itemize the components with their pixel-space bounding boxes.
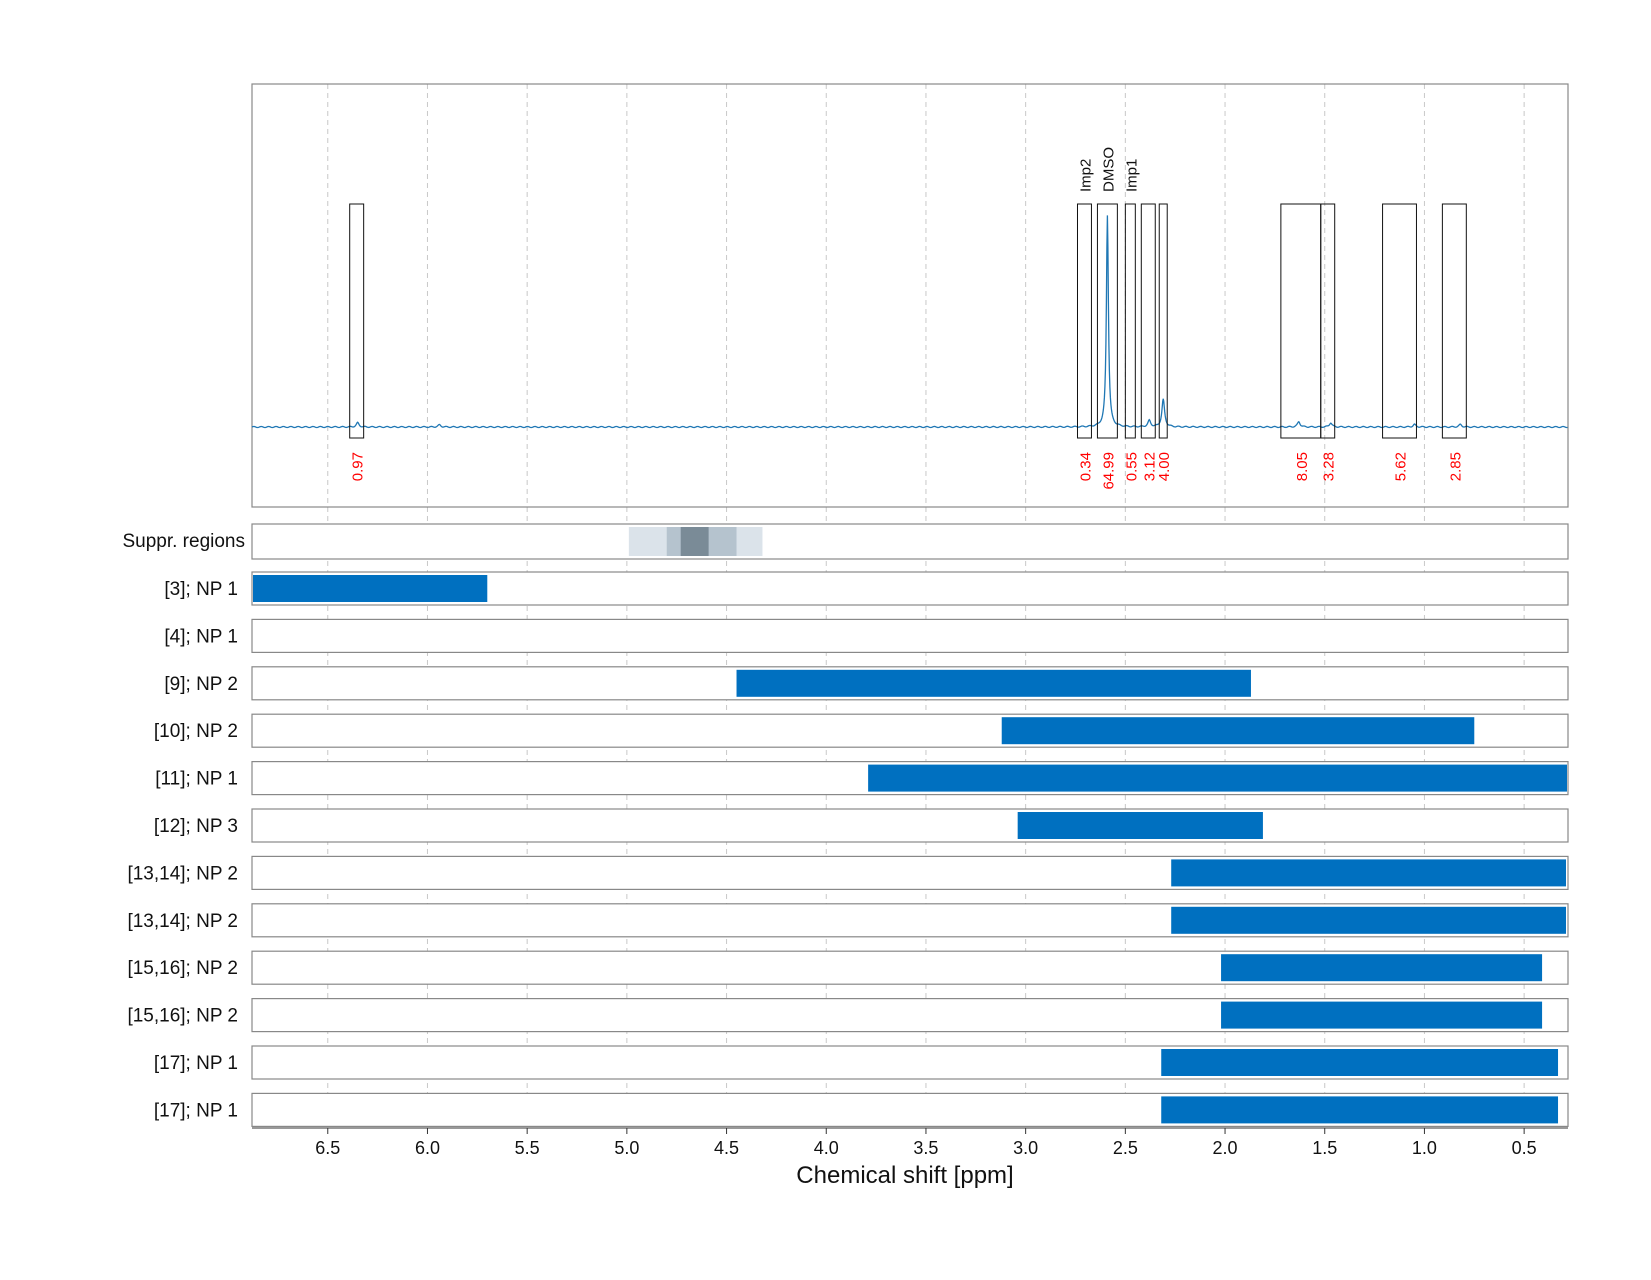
integral-value: 8.05 [1294,452,1311,481]
assignment-bar [1161,1049,1559,1076]
x-axis-label: Chemical shift [ppm] [796,1162,1013,1189]
suppressed-regions-label: Suppr. regions [122,531,245,552]
integral-value: 0.55 [1123,452,1140,481]
region-label: DMSO [1100,147,1117,192]
assignment-label: [3]; NP 1 [164,579,238,600]
assignment-panel: [3]; NP 1 [4]; NP 1 [9]; NP 2 [10]; NP 2 [11… [127,571,1569,1128]
integral-value: 64.99 [1100,452,1117,490]
assignment-bar [1171,906,1567,934]
integration-region [349,203,365,439]
x-tick-label: 1.5 [1312,1138,1337,1158]
assignment-bar [253,575,488,602]
x-tick-label: 1.0 [1412,1138,1437,1158]
assignment-bar [1171,859,1567,887]
integral-value: 5.62 [1393,452,1410,481]
assignment-bar [1221,954,1543,982]
integral-value: 2.85 [1447,452,1464,481]
assignment-bar [868,764,1567,792]
x-tick-label: 5.0 [614,1138,639,1158]
assignment-label: [12]; NP 3 [154,816,238,837]
region-label: Imp2 [1077,159,1094,192]
x-tick-label: 3.0 [1013,1138,1038,1158]
assignment-bar [1017,812,1263,839]
assignment-label: [4]; NP 1 [164,626,238,647]
x-tick-label: 2.0 [1213,1138,1238,1158]
integral-value: 3.12 [1141,452,1158,481]
assignment-label: [15,16]; NP 2 [127,958,238,979]
integral-value: 0.34 [1077,452,1094,481]
spectrum-line [251,215,1568,429]
spectrum-frame [251,83,1569,508]
x-tick-label: 6.0 [415,1138,440,1158]
assignment-label: [17]; NP 1 [154,1053,238,1074]
x-tick-label: 2.5 [1113,1138,1138,1158]
region-label: Imp1 [1123,159,1140,192]
assignment-bar [1001,717,1475,745]
assignment-label: [15,16]; NP 2 [127,1006,238,1027]
x-tick-label: 5.5 [515,1138,540,1158]
assignment-row-frame [251,808,1569,843]
integration-region [1076,203,1092,439]
x-axis: 6.5 6.0 5.5 5.0 4.5 4.0 3.5 3.0 2.5 2.0 1.5 1.0 0.5 [252,1127,1568,1158]
integral-value: 4.00 [1156,452,1173,481]
integral-value: 3.28 [1321,452,1338,481]
suppressed-band [680,527,709,556]
integration-region [1140,203,1156,439]
integration-region [1280,203,1322,439]
assignment-label: [17]; NP 1 [154,1100,238,1121]
x-tick-label: 6.5 [315,1138,340,1158]
assignment-label: [9]; NP 2 [164,674,238,695]
x-tick-label: 4.5 [714,1138,739,1158]
suppressed-regions-panel: Suppr. regions [122,523,1569,560]
assignment-bar [1221,1001,1543,1029]
assignment-label: [13,14]; NP 2 [127,911,238,932]
integration-region [1124,203,1136,439]
assignment-label: [11]; NP 1 [155,769,238,790]
integration-region [1382,203,1417,439]
suppressed-regions-frame [251,523,1569,560]
assignment-bar [736,669,1251,697]
integration-region [1096,203,1118,439]
assignment-label: [13,14]; NP 2 [127,863,238,884]
assignment-label: [10]; NP 2 [154,721,238,742]
x-tick-label: 4.0 [814,1138,839,1158]
integral-value: 0.97 [350,452,367,481]
x-tick-label: 0.5 [1512,1138,1537,1158]
spectrum-panel: 0.97 0.34 Imp2 64.99 DMSO 0.55 Imp1 3.124.00 8.0… [251,83,1569,508]
assignment-bar [1161,1096,1559,1124]
integration-region [1158,203,1168,439]
x-tick-label: 3.5 [913,1138,938,1158]
integration-region [1441,203,1467,439]
assignment-row-frame [251,618,1569,654]
integration-region [1320,203,1336,439]
